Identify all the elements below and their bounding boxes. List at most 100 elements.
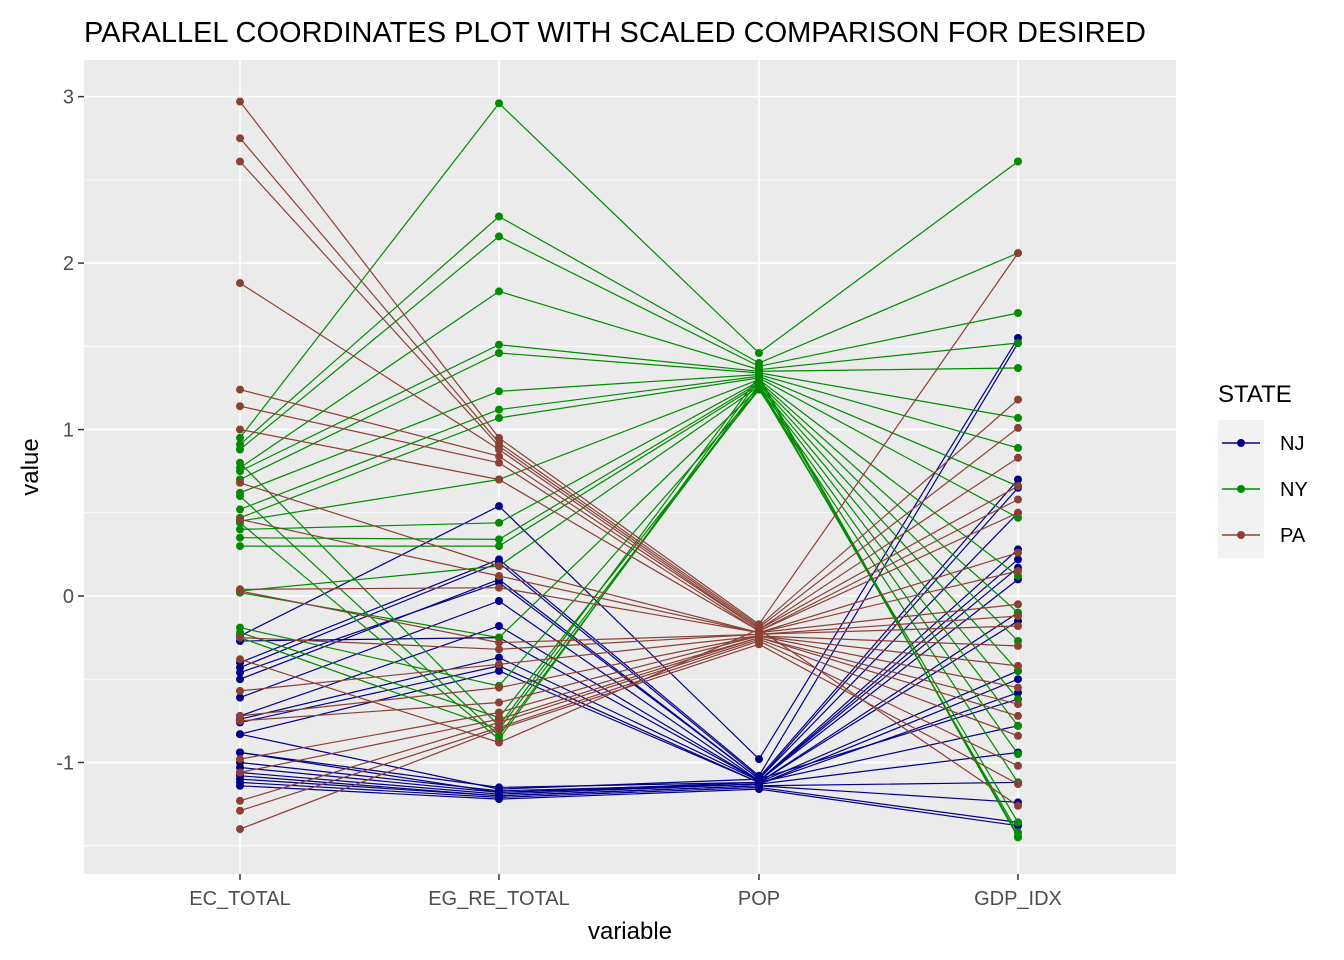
- series-points: [236, 97, 1022, 842]
- data-point-pa: [1014, 600, 1022, 609]
- data-point-pa: [1014, 495, 1022, 504]
- series-line-pa: [239, 636, 1019, 774]
- data-point-ny: [495, 287, 503, 296]
- data-point-pa: [236, 806, 244, 815]
- data-point-nj: [755, 778, 763, 787]
- y-tick-label: 3: [63, 87, 74, 109]
- data-point-ny: [495, 212, 503, 221]
- data-point-pa: [1014, 548, 1022, 557]
- data-point-pa: [495, 645, 503, 654]
- series-line-ny: [239, 377, 1019, 519]
- data-point-ny: [495, 349, 503, 357]
- series-line-nj: [239, 578, 1019, 782]
- series-line-pa: [239, 636, 1019, 760]
- series-line-ny: [239, 352, 1019, 481]
- data-point-pa: [1014, 700, 1022, 709]
- series-line-nj: [239, 670, 1019, 789]
- legend-key-point: [1237, 531, 1245, 539]
- legend-key-point: [1237, 439, 1245, 447]
- series-line-ny: [239, 375, 1019, 510]
- legend-label-ny: NY: [1280, 479, 1308, 501]
- data-point-ny: [1014, 721, 1022, 730]
- data-point-pa: [1014, 567, 1022, 575]
- data-point-pa: [236, 134, 244, 143]
- data-point-ny: [495, 535, 503, 544]
- data-point-ny: [236, 467, 244, 476]
- data-point-pa: [495, 708, 503, 717]
- data-point-ny: [1014, 309, 1022, 317]
- data-point-nj: [495, 666, 503, 675]
- data-point-pa: [495, 698, 503, 707]
- data-point-nj: [236, 668, 244, 677]
- data-point-ny: [495, 405, 503, 414]
- series-line-nj: [239, 567, 1019, 782]
- data-point-nj: [236, 693, 244, 702]
- y-axis: -1 0 1 2 3: [56, 87, 84, 774]
- series-line-nj: [239, 612, 1019, 784]
- data-point-pa: [1014, 711, 1022, 720]
- legend-items: NJ NY PA: [1218, 420, 1308, 558]
- data-point-ny: [1014, 750, 1022, 759]
- data-point-ny: [495, 518, 503, 527]
- data-point-pa: [1014, 622, 1022, 630]
- data-point-nj: [495, 502, 503, 511]
- series-line-pa: [239, 590, 1019, 644]
- series-line-pa: [239, 635, 1019, 722]
- series-line-ny: [239, 235, 1019, 450]
- data-point-pa: [495, 638, 503, 647]
- data-point-pa: [1014, 453, 1022, 462]
- data-point-ny: [236, 458, 244, 467]
- data-point-pa: [236, 768, 244, 777]
- x-tick-label: EC_TOTAL: [189, 888, 291, 910]
- data-point-nj: [495, 653, 503, 662]
- data-point-ny: [1014, 413, 1022, 422]
- series-line-nj: [239, 725, 1019, 794]
- series-line-pa: [239, 518, 1019, 634]
- series-line-nj: [239, 337, 1019, 761]
- series-line-ny: [239, 385, 1019, 700]
- data-point-pa: [236, 796, 244, 805]
- data-point-pa: [236, 825, 244, 834]
- x-tick-label: POP: [738, 888, 780, 910]
- data-point-pa: [236, 385, 244, 394]
- series-line-pa: [239, 587, 1019, 634]
- data-point-pa: [495, 475, 503, 484]
- data-point-ny: [755, 372, 763, 381]
- data-point-pa: [236, 655, 244, 664]
- data-point-pa: [755, 640, 763, 649]
- series-line-pa: [239, 405, 1019, 632]
- data-point-pa: [495, 683, 503, 692]
- series-line-pa: [239, 628, 1019, 807]
- data-point-ny: [236, 505, 244, 514]
- data-point-nj: [495, 622, 503, 630]
- data-point-ny: [1014, 833, 1022, 842]
- series-line-pa: [239, 638, 1019, 802]
- data-point-pa: [236, 279, 244, 288]
- series-line-pa: [239, 635, 1019, 717]
- data-point-ny: [236, 533, 244, 542]
- data-point-pa: [1014, 423, 1022, 432]
- data-point-ny: [1014, 339, 1022, 347]
- data-point-nj: [495, 788, 503, 797]
- data-point-ny: [495, 542, 503, 551]
- series-line-ny: [239, 344, 1019, 472]
- series-line-ny: [239, 290, 1019, 469]
- data-point-pa: [495, 452, 503, 461]
- data-point-pa: [236, 587, 244, 595]
- data-point-ny: [1014, 157, 1022, 166]
- series-line-nj: [239, 778, 1019, 803]
- data-point-pa: [495, 445, 503, 454]
- data-point-pa: [495, 583, 503, 592]
- data-point-pa: [1014, 661, 1022, 670]
- series-lines: [239, 101, 1019, 838]
- series-line-pa: [239, 101, 1019, 626]
- series-line-ny: [239, 375, 1019, 838]
- data-point-pa: [236, 478, 244, 487]
- series-line-pa: [239, 625, 1019, 650]
- x-axis: EC_TOTAL EG_RE_TOTAL POP GDP_IDX: [189, 874, 1062, 910]
- series-line-ny: [239, 380, 1019, 614]
- data-point-pa: [236, 402, 244, 411]
- data-point-pa: [1014, 508, 1022, 517]
- data-point-pa: [1014, 612, 1022, 620]
